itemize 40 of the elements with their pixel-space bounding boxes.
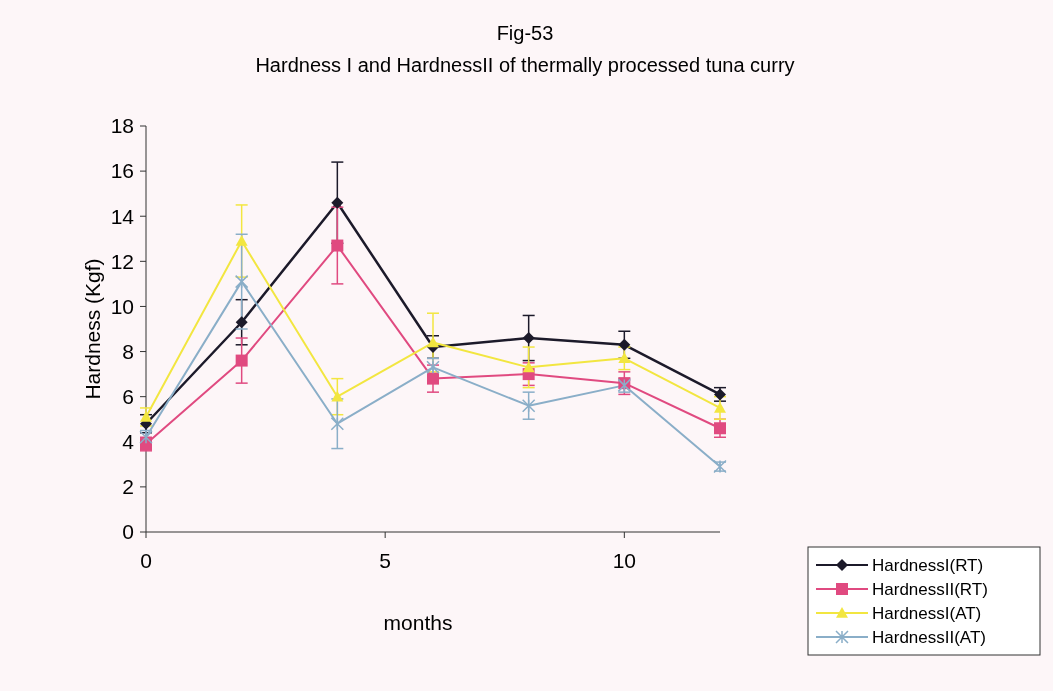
y-tick-label: 14 (110, 204, 135, 228)
point (714, 422, 726, 435)
y-tick-label: 0 (122, 520, 134, 544)
chart-subtitle: Hardness I and HardnessII of thermally processed tuna curry (255, 54, 795, 76)
y-tick-label: 2 (122, 475, 134, 499)
point (427, 372, 439, 385)
point (235, 354, 248, 367)
point (714, 401, 726, 413)
x-tick-label: 5 (379, 549, 392, 572)
point (521, 398, 536, 413)
point (522, 332, 535, 345)
legend-label: HardnessII(RT) (872, 579, 988, 599)
legend-label: HardnessII(AT) (872, 627, 986, 647)
point (234, 274, 249, 289)
x-tick-label: 0 (140, 549, 152, 572)
x-tick-label: 10 (612, 549, 637, 572)
point (331, 196, 344, 209)
y-tick-label: 10 (110, 294, 134, 318)
y-tick-label: 8 (122, 339, 134, 363)
point (331, 239, 344, 252)
y-tick-label: 12 (110, 249, 134, 273)
point (331, 390, 344, 402)
point (330, 416, 345, 431)
y-tick-label: 4 (122, 430, 135, 454)
point (522, 361, 535, 373)
point (235, 316, 248, 329)
legend-label: HardnessI(AT) (872, 603, 982, 623)
chart-title: Fig-53 (496, 22, 554, 44)
point (235, 235, 248, 246)
x-axis-title: months (383, 611, 453, 634)
point (618, 338, 631, 351)
y-tick-label: 6 (122, 385, 134, 409)
point (427, 336, 439, 348)
y-tick-label: 16 (110, 159, 134, 183)
point (618, 352, 631, 364)
y-tick-label: 18 (110, 114, 134, 138)
y-axis-title: Hardness (Kgf) (81, 258, 104, 400)
point (139, 430, 153, 445)
legend-label: HardnessI(RT) (872, 555, 984, 575)
point (140, 410, 152, 422)
